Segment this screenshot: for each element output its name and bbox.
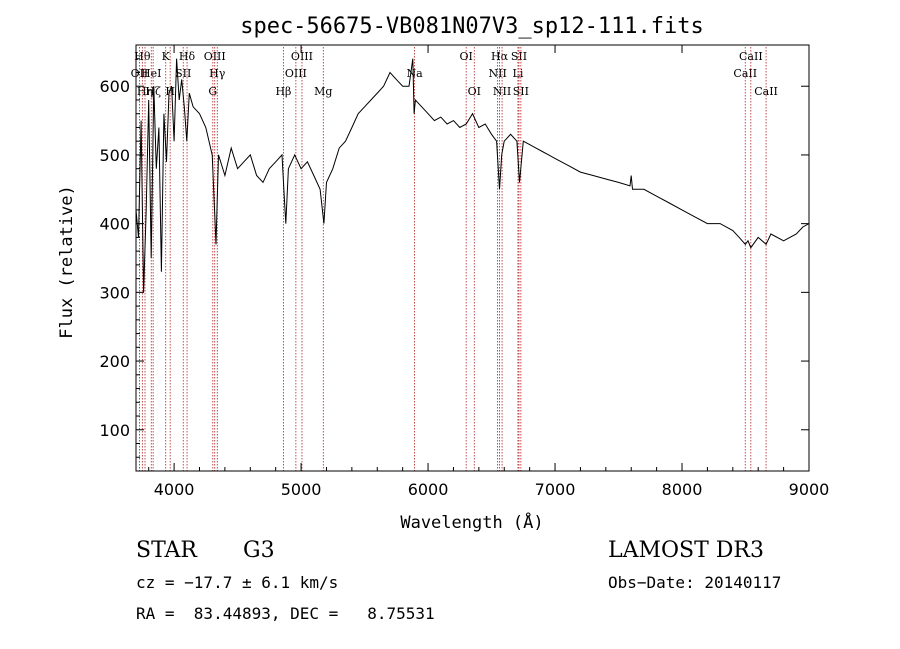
line-label-8: Hδ [179, 50, 196, 63]
x-axis-label: Wavelength (Å) [400, 511, 543, 533]
spectrum-line [135, 58, 810, 293]
y-tick-label-2: 300 [99, 283, 130, 302]
y-tick-label-0: 100 [99, 421, 130, 440]
x-tick-label-2: 6000 [408, 480, 449, 499]
x-tick-label-3: 7000 [535, 480, 576, 499]
y-tick-label-1: 200 [99, 352, 130, 371]
survey-name: LAMOST DR3 [608, 538, 764, 563]
line-label-19: NII [488, 67, 506, 80]
line-label-22: Li [513, 67, 524, 80]
line-label-17: OI [459, 50, 472, 63]
object-class: STAR [136, 538, 197, 563]
coordinates: RA = 83.44893, DEC = 8.75531 [136, 604, 435, 623]
line-label-4: Hζ [145, 85, 161, 98]
line-label-6: H [165, 85, 175, 98]
y-axis-label: Flux (relative) [57, 185, 77, 339]
redshift-velocity: cz = −17.7 ± 6.1 km/s [136, 573, 339, 592]
line-label-23: SII [511, 50, 527, 63]
plot-frame [135, 44, 810, 472]
observation-date: Obs−Date: 20140117 [608, 573, 782, 592]
line-label-0: OII [131, 67, 149, 80]
line-label-10: Hγ [209, 67, 226, 80]
line-label-20: Hα [491, 50, 509, 63]
x-tick-label-5: 9000 [789, 480, 830, 499]
chart-title: spec-56675-VB081N07V3_sp12-111.fits [240, 14, 704, 39]
line-label-13: OIII [285, 67, 307, 80]
line-label-7: SII [175, 67, 191, 80]
line-label-2: Hη [137, 85, 153, 98]
line-label-15: Mg [314, 85, 332, 98]
line-label-1: Hθ [134, 50, 151, 63]
line-label-12: Hβ [275, 85, 291, 98]
line-label-21: NII [493, 85, 511, 98]
y-tick-label-3: 400 [99, 215, 130, 234]
line-label-24: SII [513, 85, 529, 98]
line-label-27: CaII [754, 85, 778, 98]
x-axis: 4000 5000 6000 7000 8000 9000 [148, 45, 830, 499]
x-tick-label-0: 4000 [154, 480, 195, 499]
object-subclass: G3 [243, 538, 275, 563]
line-label-3: HeI [141, 67, 161, 80]
y-tick-label-4: 500 [99, 146, 130, 165]
y-tick-label-5: 600 [99, 77, 130, 96]
x-tick-label-4: 8000 [662, 480, 703, 499]
line-label-5: K [162, 50, 171, 63]
line-label-26: CaII [739, 50, 763, 63]
y-axis: 100 200 300 400 500 600 [99, 44, 809, 458]
line-label-11: G [208, 85, 217, 98]
line-label-18: OI [468, 85, 481, 98]
line-label-25: CaII [733, 67, 757, 80]
line-label-14: OIII [291, 50, 313, 63]
line-label-9: OIII [204, 50, 226, 63]
x-tick-label-1: 5000 [281, 480, 322, 499]
line-label-16: Na [407, 67, 424, 80]
